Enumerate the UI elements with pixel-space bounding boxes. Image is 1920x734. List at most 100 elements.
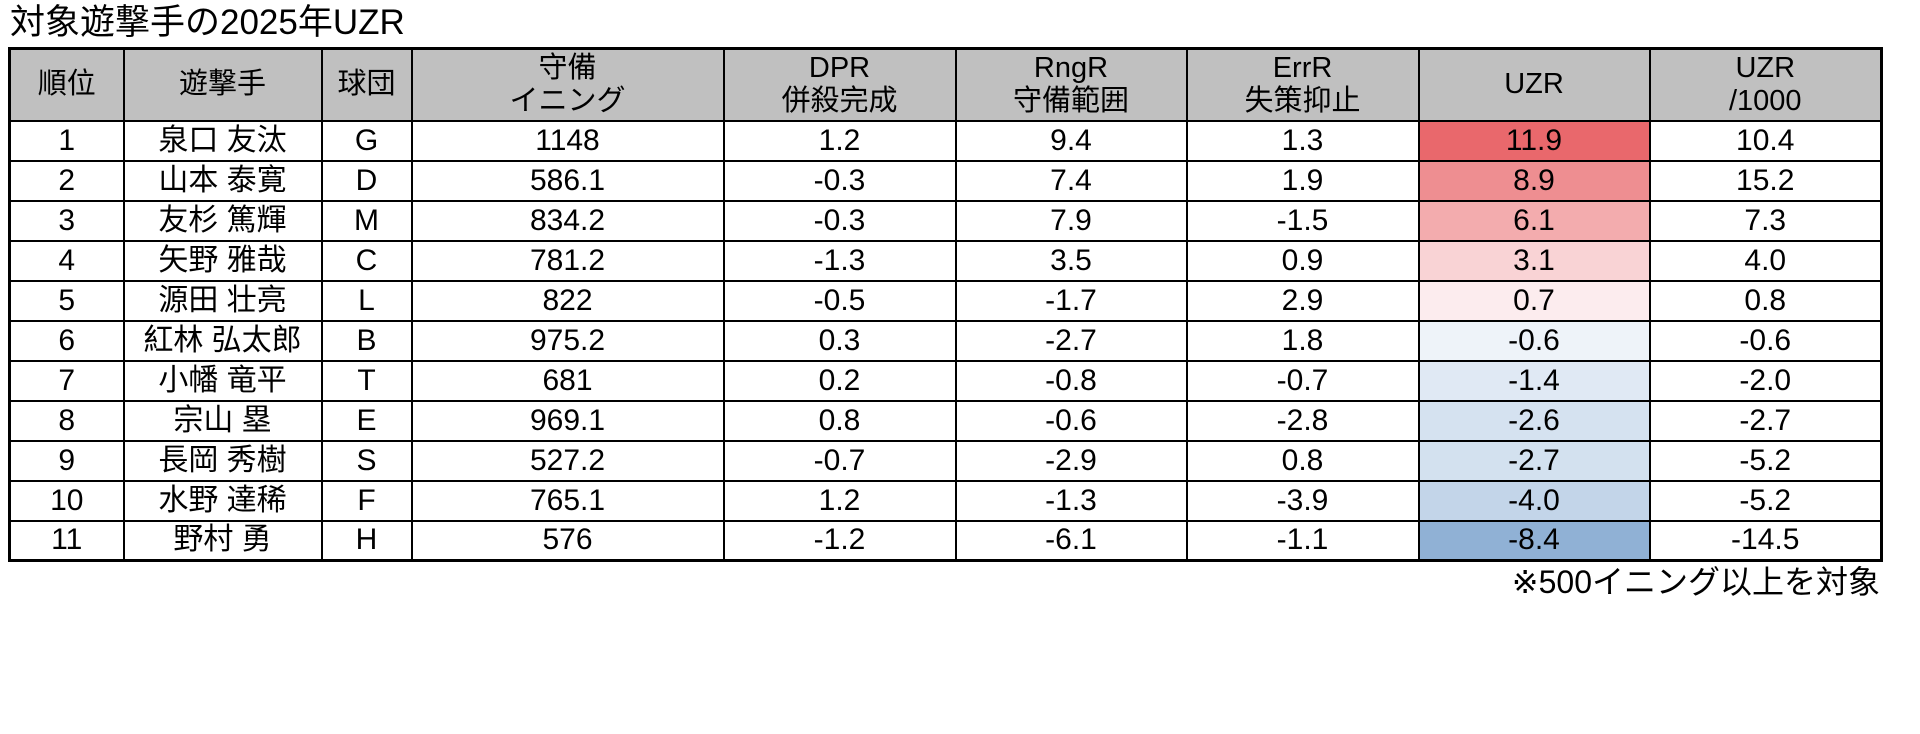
- column-header-uzr_per_1000: UZR /1000: [1648, 47, 1883, 122]
- cell-uzr_per_1000: 15.2: [1648, 159, 1883, 202]
- header-row: 順位 遊撃手 球団 守備 イニング DPR 併殺完成 RngR 守備範囲 ErrR 失策抑止…: [8, 47, 1883, 122]
- table-row: 11 野村 勇 H 576 -1.2 -6.1 -1.1 -8.4 -14.5: [8, 519, 1883, 562]
- cell-team: C: [320, 239, 413, 282]
- cell-uzr: 8.9: [1417, 159, 1651, 202]
- table-row: 6 紅林 弘太郎 B 975.2 0.3 -2.7 1.8 -0.6 -0.6: [8, 319, 1883, 362]
- cell-rngr: 3.5: [954, 239, 1188, 282]
- cell-rank: 3: [8, 199, 125, 242]
- cell-rank: 2: [8, 159, 125, 202]
- column-header-rank: 順位: [8, 47, 125, 122]
- cell-uzr: 0.7: [1417, 279, 1651, 322]
- table-row: 3 友杉 篤輝 M 834.2 -0.3 7.9 -1.5 6.1 7.3: [8, 199, 1883, 242]
- cell-rngr: -2.7: [954, 319, 1188, 362]
- cell-rngr: -1.3: [954, 479, 1188, 522]
- cell-rank: 11: [8, 519, 125, 562]
- cell-errr: -2.8: [1185, 399, 1420, 442]
- cell-dpr: -1.2: [722, 519, 957, 562]
- cell-rank: 5: [8, 279, 125, 322]
- cell-innings: 586.1: [410, 159, 725, 202]
- cell-player: 源田 壮亮: [122, 279, 323, 322]
- cell-dpr: 0.8: [722, 399, 957, 442]
- cell-errr: 1.8: [1185, 319, 1420, 362]
- cell-errr: -0.7: [1185, 359, 1420, 402]
- cell-rank: 6: [8, 319, 125, 362]
- cell-uzr_per_1000: -14.5: [1648, 519, 1883, 562]
- cell-rngr: -1.7: [954, 279, 1188, 322]
- cell-team: T: [320, 359, 413, 402]
- cell-rngr: 7.9: [954, 199, 1188, 242]
- cell-rngr: -6.1: [954, 519, 1188, 562]
- cell-uzr: 11.9: [1417, 119, 1651, 162]
- cell-player: 野村 勇: [122, 519, 323, 562]
- uzr-table: 順位 遊撃手 球団 守備 イニング DPR 併殺完成 RngR 守備範囲 ErrR 失策抑止…: [8, 47, 1883, 562]
- cell-player: 水野 達稀: [122, 479, 323, 522]
- cell-player: 山本 泰寛: [122, 159, 323, 202]
- cell-dpr: 0.3: [722, 319, 957, 362]
- table-row: 4 矢野 雅哉 C 781.2 -1.3 3.5 0.9 3.1 4.0: [8, 239, 1883, 282]
- cell-innings: 527.2: [410, 439, 725, 482]
- cell-rngr: -0.6: [954, 399, 1188, 442]
- cell-player: 紅林 弘太郎: [122, 319, 323, 362]
- table-row: 10 水野 達稀 F 765.1 1.2 -1.3 -3.9 -4.0 -5.2: [8, 479, 1883, 522]
- cell-errr: 1.3: [1185, 119, 1420, 162]
- cell-team: M: [320, 199, 413, 242]
- cell-uzr_per_1000: 10.4: [1648, 119, 1883, 162]
- column-header-rngr: RngR 守備範囲: [954, 47, 1188, 122]
- cell-errr: 0.8: [1185, 439, 1420, 482]
- cell-innings: 576: [410, 519, 725, 562]
- cell-player: 宗山 塁: [122, 399, 323, 442]
- footnote: ※500イニング以上を対象: [1511, 564, 1880, 600]
- cell-team: H: [320, 519, 413, 562]
- cell-player: 友杉 篤輝: [122, 199, 323, 242]
- uzr-table-header: 順位 遊撃手 球団 守備 イニング DPR 併殺完成 RngR 守備範囲 ErrR 失策抑止…: [8, 47, 1883, 122]
- table-row: 1 泉口 友汰 G 1148 1.2 9.4 1.3 11.9 10.4: [8, 119, 1883, 162]
- cell-uzr: -2.7: [1417, 439, 1651, 482]
- cell-rank: 4: [8, 239, 125, 282]
- table-row: 5 源田 壮亮 L 822 -0.5 -1.7 2.9 0.7 0.8: [8, 279, 1883, 322]
- cell-innings: 765.1: [410, 479, 725, 522]
- cell-rngr: 7.4: [954, 159, 1188, 202]
- cell-innings: 681: [410, 359, 725, 402]
- cell-dpr: -0.7: [722, 439, 957, 482]
- cell-innings: 834.2: [410, 199, 725, 242]
- cell-uzr_per_1000: -2.0: [1648, 359, 1883, 402]
- cell-errr: 2.9: [1185, 279, 1420, 322]
- cell-team: L: [320, 279, 413, 322]
- cell-dpr: 0.2: [722, 359, 957, 402]
- cell-dpr: 1.2: [722, 119, 957, 162]
- cell-uzr_per_1000: 4.0: [1648, 239, 1883, 282]
- cell-player: 矢野 雅哉: [122, 239, 323, 282]
- cell-uzr: -1.4: [1417, 359, 1651, 402]
- cell-dpr: 1.2: [722, 479, 957, 522]
- cell-rank: 1: [8, 119, 125, 162]
- page-title: 対象遊撃手の2025年UZR: [10, 3, 405, 42]
- cell-innings: 975.2: [410, 319, 725, 362]
- cell-errr: 1.9: [1185, 159, 1420, 202]
- column-header-player: 遊撃手: [122, 47, 323, 122]
- cell-errr: -1.1: [1185, 519, 1420, 562]
- cell-uzr_per_1000: -5.2: [1648, 439, 1883, 482]
- cell-uzr: -8.4: [1417, 519, 1651, 562]
- table-row: 2 山本 泰寛 D 586.1 -0.3 7.4 1.9 8.9 15.2: [8, 159, 1883, 202]
- column-header-uzr: UZR: [1417, 47, 1651, 122]
- cell-rank: 8: [8, 399, 125, 442]
- cell-player: 小幡 竜平: [122, 359, 323, 402]
- table-row: 8 宗山 塁 E 969.1 0.8 -0.6 -2.8 -2.6 -2.7: [8, 399, 1883, 442]
- cell-uzr_per_1000: -5.2: [1648, 479, 1883, 522]
- column-header-errr: ErrR 失策抑止: [1185, 47, 1420, 122]
- cell-dpr: -1.3: [722, 239, 957, 282]
- cell-player: 泉口 友汰: [122, 119, 323, 162]
- cell-uzr: 6.1: [1417, 199, 1651, 242]
- cell-rank: 7: [8, 359, 125, 402]
- cell-team: B: [320, 319, 413, 362]
- cell-team: S: [320, 439, 413, 482]
- cell-player: 長岡 秀樹: [122, 439, 323, 482]
- column-header-innings: 守備 イニング: [410, 47, 725, 122]
- table-row: 7 小幡 竜平 T 681 0.2 -0.8 -0.7 -1.4 -2.0: [8, 359, 1883, 402]
- column-header-team: 球団: [320, 47, 413, 122]
- cell-team: F: [320, 479, 413, 522]
- cell-uzr: -2.6: [1417, 399, 1651, 442]
- cell-errr: -1.5: [1185, 199, 1420, 242]
- cell-uzr_per_1000: 0.8: [1648, 279, 1883, 322]
- cell-errr: -3.9: [1185, 479, 1420, 522]
